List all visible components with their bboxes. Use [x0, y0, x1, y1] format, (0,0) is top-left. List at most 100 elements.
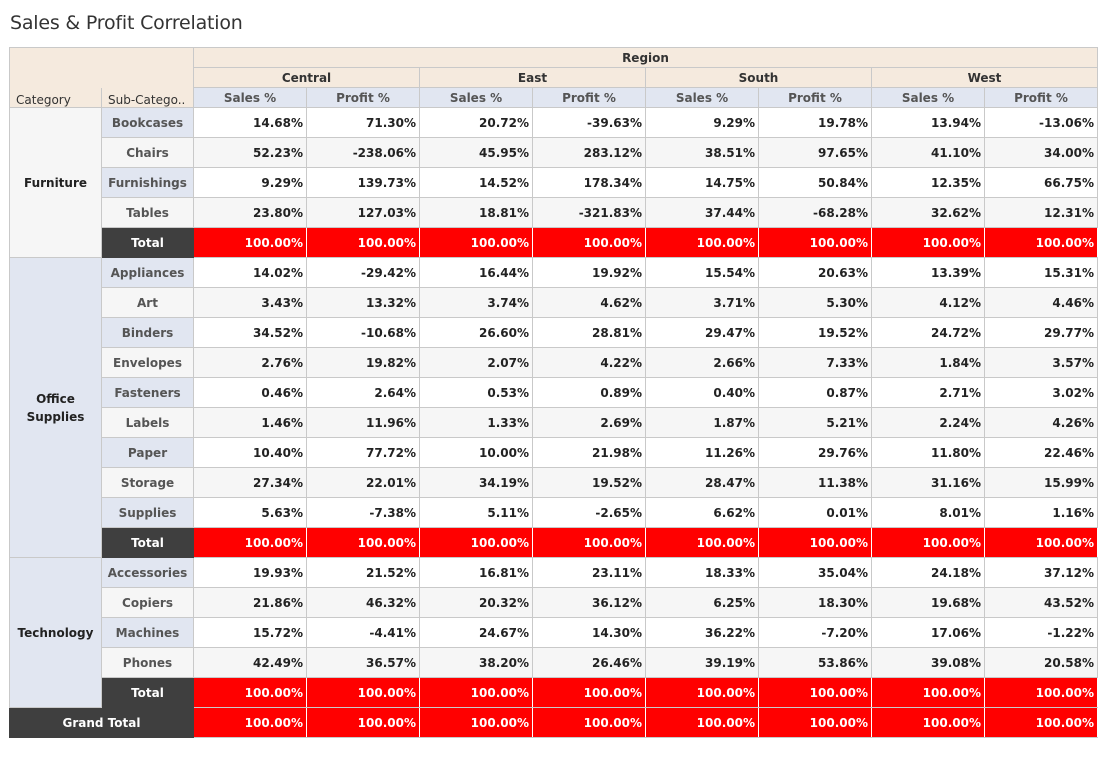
value-cell: 11.26% [645, 437, 759, 468]
measure-header: Sales % [871, 87, 985, 108]
measure-header: Profit % [758, 87, 872, 108]
value-cell: 4.22% [532, 347, 646, 378]
table-row: Art 3.43% 13.32% 3.74% 4.62% 3.71% 5.30% 4.12% 4… [10, 287, 1098, 318]
table-row: Paper 10.40% 77.72% 10.00% 21.98% 11.26% 29.76… [10, 437, 1098, 468]
value-cell: 21.52% [306, 557, 420, 588]
value-cell: 26.46% [532, 647, 646, 678]
total-value-cell: 100.00% [419, 527, 533, 558]
value-cell: 24.18% [871, 557, 985, 588]
value-cell: 24.72% [871, 317, 985, 348]
value-cell: 19.93% [193, 557, 307, 588]
subcategory-cell: Appliances [101, 257, 194, 288]
total-value-cell: 100.00% [871, 227, 985, 258]
total-label: Total [101, 677, 194, 708]
value-cell: 97.65% [758, 137, 872, 168]
value-cell: -10.68% [306, 317, 420, 348]
value-cell: 19.92% [532, 257, 646, 288]
value-cell: 43.52% [984, 587, 1098, 618]
value-cell: 66.75% [984, 167, 1098, 198]
value-cell: 4.46% [984, 287, 1098, 318]
value-cell: 50.84% [758, 167, 872, 198]
value-cell: 3.71% [645, 287, 759, 318]
value-cell: 11.38% [758, 467, 872, 498]
subcategory-cell: Tables [101, 197, 194, 228]
subcategory-cell: Storage [101, 467, 194, 498]
measure-header: Sales % [645, 87, 759, 108]
value-cell: 53.86% [758, 647, 872, 678]
value-cell: 13.32% [306, 287, 420, 318]
value-cell: 2.64% [306, 377, 420, 408]
value-cell: 11.96% [306, 407, 420, 438]
value-cell: 20.72% [419, 107, 533, 138]
value-cell: -7.38% [306, 497, 420, 528]
table-row: Storage 27.34% 22.01% 34.19% 19.52% 28.47% 11.… [10, 467, 1098, 498]
grand-total-row: Grand Total 100.00% 100.00% 100.00% 100.00% 1… [9, 707, 1098, 738]
value-cell: 9.29% [193, 167, 307, 198]
value-cell: 178.34% [532, 167, 646, 198]
value-cell: 14.02% [193, 257, 307, 288]
grand-total-value-cell: 100.00% [758, 707, 872, 738]
value-cell: 16.81% [419, 557, 533, 588]
value-cell: 38.51% [645, 137, 759, 168]
total-value-cell: 100.00% [984, 677, 1098, 708]
value-cell: 71.30% [306, 107, 420, 138]
value-cell: 7.33% [758, 347, 872, 378]
value-cell: 5.30% [758, 287, 872, 318]
value-cell: 15.72% [193, 617, 307, 648]
value-cell: 19.68% [871, 587, 985, 618]
value-cell: 23.11% [532, 557, 646, 588]
value-cell: 18.33% [645, 557, 759, 588]
grand-total-value-cell: 100.00% [193, 707, 307, 738]
value-cell: 21.86% [193, 587, 307, 618]
value-cell: 14.68% [193, 107, 307, 138]
total-value-cell: 100.00% [532, 527, 646, 558]
region-group-header: Region [193, 47, 1098, 68]
value-cell: -7.20% [758, 617, 872, 648]
value-cell: 28.81% [532, 317, 646, 348]
measure-header: Sales % [419, 87, 533, 108]
value-cell: 24.67% [419, 617, 533, 648]
value-cell: 2.07% [419, 347, 533, 378]
value-cell: 10.40% [193, 437, 307, 468]
grand-total-value-cell: 100.00% [532, 707, 646, 738]
table-row: Office Supplies Appliances 14.02% -29.42% 16… [9, 257, 1098, 558]
value-cell: 13.39% [871, 257, 985, 288]
subcategory-column-header: Sub-Catego.. [101, 87, 194, 108]
value-cell: -29.42% [306, 257, 420, 288]
value-cell: 36.57% [306, 647, 420, 678]
value-cell: 18.81% [419, 197, 533, 228]
total-value-cell: 100.00% [645, 227, 759, 258]
value-cell: 77.72% [306, 437, 420, 468]
value-cell: 127.03% [306, 197, 420, 228]
region-header-west: West [871, 67, 1098, 88]
total-row: Total 100.00% 100.00% 100.00% 100.00% 100.00%… [10, 677, 1098, 708]
crosstab-table: Region Central East South West Category Sub… [9, 47, 1098, 738]
value-cell: 34.00% [984, 137, 1098, 168]
category-column-header: Category [9, 87, 102, 108]
category-cell: Technology [9, 557, 102, 708]
total-value-cell: 100.00% [984, 527, 1098, 558]
subcategory-cell: Chairs [101, 137, 194, 168]
total-value-cell: 100.00% [306, 527, 420, 558]
total-value-cell: 100.00% [306, 677, 420, 708]
total-value-cell: 100.00% [871, 677, 985, 708]
value-cell: 5.21% [758, 407, 872, 438]
subcategory-cell: Fasteners [101, 377, 194, 408]
value-cell: 5.63% [193, 497, 307, 528]
value-cell: 31.16% [871, 467, 985, 498]
value-cell: 37.12% [984, 557, 1098, 588]
value-cell: 13.94% [871, 107, 985, 138]
category-cell: Furniture [9, 107, 102, 258]
value-cell: 20.32% [419, 587, 533, 618]
value-cell: 19.78% [758, 107, 872, 138]
grand-total-value-cell: 100.00% [871, 707, 985, 738]
measure-header: Profit % [984, 87, 1098, 108]
category-cell: Office Supplies [9, 257, 102, 558]
value-cell: 3.74% [419, 287, 533, 318]
table-row: Machines 15.72% -4.41% 24.67% 14.30% 36.22% -7… [10, 617, 1098, 648]
value-cell: 4.26% [984, 407, 1098, 438]
grand-total-value-cell: 100.00% [984, 707, 1098, 738]
subcategory-cell: Supplies [101, 497, 194, 528]
value-cell: 35.04% [758, 557, 872, 588]
value-cell: 0.89% [532, 377, 646, 408]
